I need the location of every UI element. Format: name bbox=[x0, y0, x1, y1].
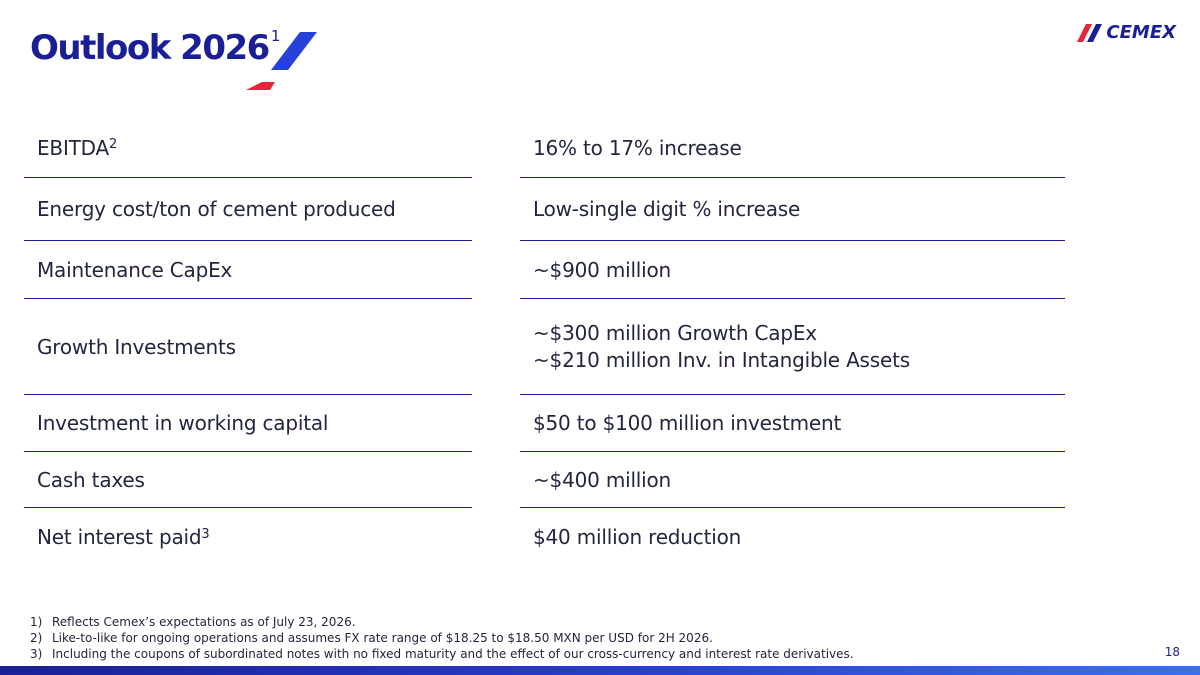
row-value: 16% to 17% increase bbox=[520, 118, 1065, 178]
footnote-number: 3) bbox=[30, 647, 43, 661]
page-title-group: Outlook 2026 1 bbox=[30, 24, 350, 94]
footnote-marker: 3 bbox=[201, 526, 210, 542]
table-row: Cash taxes ~$400 million bbox=[24, 452, 1065, 508]
footnote-text: Reflects Cemex’s expectations as of July… bbox=[52, 615, 356, 629]
table-row: Net interest paid 3 $40 million reduction bbox=[24, 508, 1065, 566]
row-label: Net interest paid 3 bbox=[24, 508, 472, 566]
row-label: Maintenance CapEx bbox=[24, 241, 472, 299]
row-value: ~$900 million bbox=[520, 241, 1065, 299]
footnote-text: Including the coupons of subordinated no… bbox=[52, 647, 854, 661]
footnote-text: Like-to-like for ongoing operations and … bbox=[52, 631, 713, 645]
row-value-line: ~$300 million Growth CapEx bbox=[533, 320, 817, 345]
row-value: ~$400 million bbox=[520, 452, 1065, 508]
table-row: Maintenance CapEx ~$900 million bbox=[24, 241, 1065, 299]
row-label: Cash taxes bbox=[24, 452, 472, 508]
cemex-logo-text: CEMEX bbox=[1106, 22, 1176, 43]
row-value: ~$300 million Growth CapEx ~$210 million… bbox=[520, 299, 1065, 395]
row-label: Growth Investments bbox=[24, 299, 472, 395]
table-row: Growth Investments ~$300 million Growth … bbox=[24, 299, 1065, 395]
row-value: Low-single digit % increase bbox=[520, 178, 1065, 241]
row-label: Energy cost/ton of cement produced bbox=[24, 178, 472, 241]
page-title-text: Outlook 2026 bbox=[30, 28, 270, 68]
title-footnote-marker: 1 bbox=[270, 26, 281, 45]
cemex-logo: CEMEX bbox=[1077, 22, 1176, 43]
footnote-number: 1) bbox=[30, 615, 43, 629]
footnotes: 1) Reflects Cemex’s expectations as of J… bbox=[30, 614, 854, 662]
page-number: 18 bbox=[1164, 645, 1180, 659]
row-label: Investment in working capital bbox=[24, 395, 472, 452]
table-row: Investment in working capital $50 to $10… bbox=[24, 395, 1065, 452]
table-row: EBITDA 2 16% to 17% increase bbox=[24, 118, 1065, 178]
footnote-marker: 2 bbox=[109, 137, 118, 152]
bottom-accent-bar bbox=[0, 666, 1200, 675]
row-value: $40 million reduction bbox=[533, 525, 742, 549]
row-label: EBITDA 2 bbox=[24, 118, 472, 178]
row-value: $50 to $100 million investment bbox=[520, 395, 1065, 452]
outlook-table: EBITDA 2 16% to 17% increase Energy cost/… bbox=[24, 118, 1065, 566]
row-value-line: ~$210 million Inv. in Intangible Assets bbox=[533, 347, 910, 372]
row-label-text: EBITDA bbox=[37, 135, 110, 160]
cemex-logo-mark-icon bbox=[1077, 23, 1103, 42]
footnote: 3) Including the coupons of subordinated… bbox=[30, 646, 854, 662]
page-title: Outlook 2026 1 bbox=[30, 26, 281, 68]
table-row: Energy cost/ton of cement produced Low-s… bbox=[24, 178, 1065, 241]
brand-slash-icon bbox=[246, 32, 317, 90]
footnote-number: 2) bbox=[30, 631, 43, 645]
row-label-text: Net interest paid bbox=[37, 525, 202, 549]
footnote: 1) Reflects Cemex’s expectations as of J… bbox=[30, 614, 854, 630]
footnote: 2) Like-to-like for ongoing operations a… bbox=[30, 630, 854, 646]
